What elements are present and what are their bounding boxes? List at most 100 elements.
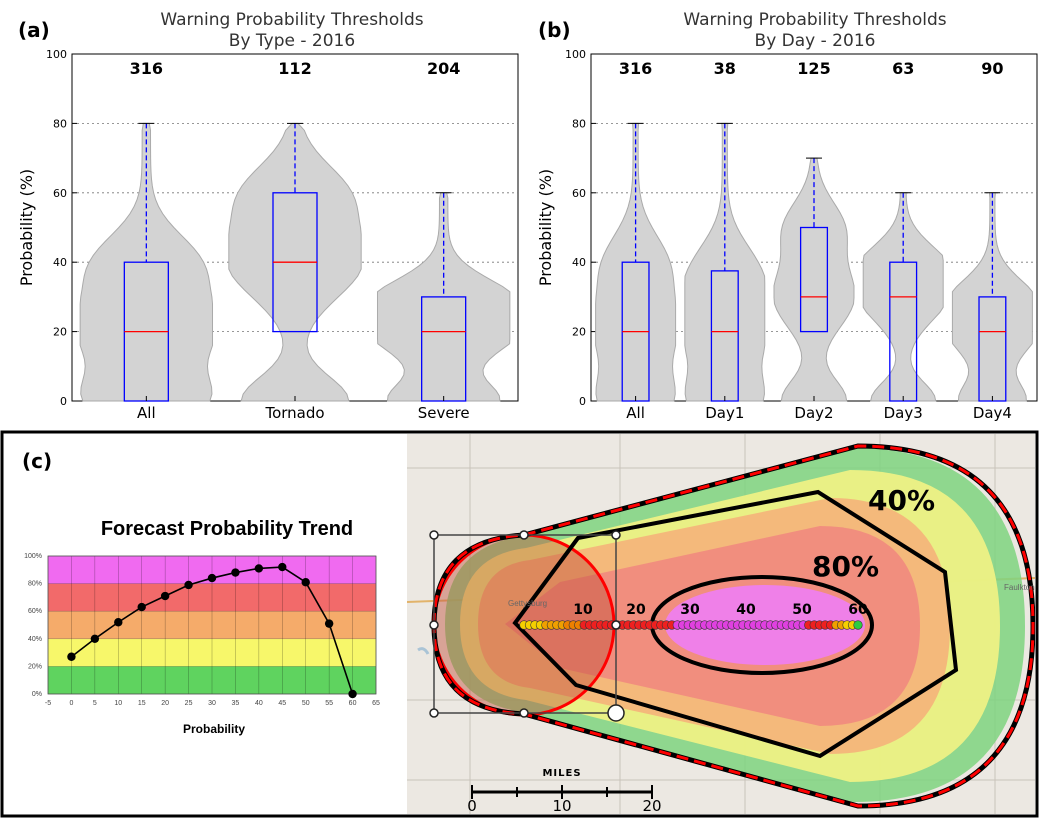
chart-b-ytick-label: 0	[579, 395, 586, 408]
chart-a-ytick-label: 0	[60, 395, 67, 408]
trend-xtick-label: 50	[302, 700, 310, 707]
trend-xtick-label: 55	[325, 700, 333, 707]
chart-b-ytick-label: 80	[572, 117, 586, 130]
trend-point	[348, 689, 357, 699]
trend-ytick-label: 0%	[32, 691, 42, 698]
chart-a-ytick-label: 40	[53, 256, 67, 269]
chart-b-ytick-label: 40	[572, 256, 586, 269]
trend-chart: -5 0 5 10 15 20 25 30 35 40 45 50 55 60 65 0% 20% 40% 60% 8…	[24, 553, 380, 707]
trend-ytick-label: 100%	[24, 553, 42, 560]
panel-b-letter: (b)	[538, 18, 571, 42]
trend-point	[90, 634, 100, 643]
chart-b-ytick-label: 20	[572, 326, 586, 339]
track-labels: 10 20 30 40 50 60	[573, 602, 868, 618]
panel-a-title-line1: Warning Probability Thresholds	[160, 10, 423, 30]
chart-b-category-label: All	[626, 404, 645, 422]
swath-dash	[432, 444, 1035, 808]
trend-xtick-label: -5	[45, 700, 51, 707]
trend-xtick-label: 30	[208, 700, 216, 707]
track-dot	[853, 620, 863, 630]
trend-point	[137, 602, 146, 612]
chart-a-count: 112	[278, 59, 311, 78]
trend-ytick-label: 40%	[28, 636, 42, 643]
panel-a-title-line2: By Type - 2016	[229, 31, 355, 51]
contour-40-label: 40%	[868, 484, 935, 517]
track-label-60: 60	[848, 602, 868, 618]
chart-a-ylabel: Probability (%)	[17, 169, 36, 286]
chart-b-category-label: Day3	[884, 404, 923, 422]
trend-point	[278, 562, 287, 572]
trend-xtick-label: 65	[372, 700, 380, 707]
chart-a-category-label: All	[137, 404, 156, 422]
chart-a-ytick-label: 80	[53, 117, 67, 130]
track-handle	[611, 620, 621, 630]
contour-80-label: 80%	[812, 550, 879, 583]
trend-title: Forecast Probability Trend	[101, 518, 353, 540]
chart-b-category-label: Day1	[705, 404, 744, 422]
trend-xtick-label: 25	[185, 700, 193, 707]
trend-xtick-label: 35	[232, 700, 240, 707]
trend-xtick-label: 5	[93, 700, 97, 707]
track-label-10: 10	[573, 602, 593, 618]
scale-title: MILES	[542, 768, 581, 779]
trend-point	[324, 619, 334, 628]
trend-xtick-label: 10	[114, 700, 122, 707]
scale-tick-20: 20	[642, 797, 661, 815]
chart-b: 0 20 40 60 80 100 Probability (%) 316 All 38 Day1 1…	[536, 48, 1038, 422]
trend-point	[207, 573, 217, 583]
town-label-left: Gettysburg	[508, 599, 547, 608]
chart-b-count: 125	[797, 59, 830, 78]
chart-b-count: 90	[981, 59, 1003, 78]
scale-tick-0: 0	[467, 797, 477, 815]
trend-ytick-label: 60%	[28, 608, 42, 615]
trend-xlabel: Probability	[183, 722, 245, 736]
track-label-40: 40	[736, 602, 756, 618]
chart-b-count: 63	[892, 59, 914, 78]
trend-point	[301, 578, 310, 587]
trend-ytick-label: 80%	[28, 581, 42, 588]
chart-a: 0 20 40 60 80 100 Probability (%) 316 All 112 Torn…	[17, 48, 519, 422]
scale-bar: MILES 0 10 20	[467, 768, 661, 815]
chart-b-ylabel: Probability (%)	[536, 169, 555, 286]
trend-point	[184, 580, 193, 590]
trend-point	[254, 564, 264, 573]
trend-xtick-label: 20	[161, 700, 169, 707]
warning-map: 40% 80% 10 20 30 40 50 60 Gettysburg Fau…	[407, 434, 1035, 815]
storm-track	[519, 620, 863, 630]
trend-xtick-label: 45	[278, 700, 286, 707]
chart-a-ytick-label: 60	[53, 187, 67, 200]
chart-a-category-label: Severe	[418, 404, 470, 422]
panel-c-letter: (c)	[22, 449, 52, 473]
panel-b: (b) Warning Probability Thresholds By Da…	[536, 10, 1038, 422]
track-label-20: 20	[626, 602, 646, 618]
trend-point	[67, 652, 76, 661]
trend-frame	[47, 555, 377, 695]
town-label-right: Faulkton	[1004, 583, 1035, 592]
trend-point	[114, 618, 123, 627]
chart-a-count: 204	[427, 59, 460, 78]
trend-ytick-label: 20%	[28, 663, 42, 670]
chart-a-count: 316	[130, 59, 163, 78]
chart-a-ytick-label: 100	[46, 48, 67, 61]
trend-xtick-label: 60	[349, 700, 357, 707]
chart-b-count: 38	[714, 59, 736, 78]
map-lake	[417, 647, 430, 655]
trend-xtick-label: 40	[255, 700, 263, 707]
chart-a-ytick-label: 20	[53, 326, 67, 339]
chart-b-count: 316	[619, 59, 652, 78]
chart-a-category-label: Tornado	[264, 404, 324, 422]
scale-tick-10: 10	[552, 797, 571, 815]
panel-a: (a) Warning Probability Thresholds By Ty…	[17, 10, 519, 422]
chart-b-box	[799, 226, 829, 333]
panel-b-title-line2: By Day - 2016	[755, 31, 876, 51]
chart-b-category-label: Day4	[973, 404, 1012, 422]
panel-b-title-line1: Warning Probability Thresholds	[683, 10, 946, 30]
panel-a-letter: (a)	[18, 18, 50, 42]
trend-xtick-label: 0	[69, 700, 73, 707]
panel-c: (c) Forecast Probability Trend -5 0 5 10 15 2…	[0, 430, 1039, 818]
chart-b-ytick-label: 60	[572, 187, 586, 200]
trend-point	[231, 568, 240, 577]
chart-b-ytick-label: 100	[565, 48, 586, 61]
trend-point	[160, 591, 170, 601]
